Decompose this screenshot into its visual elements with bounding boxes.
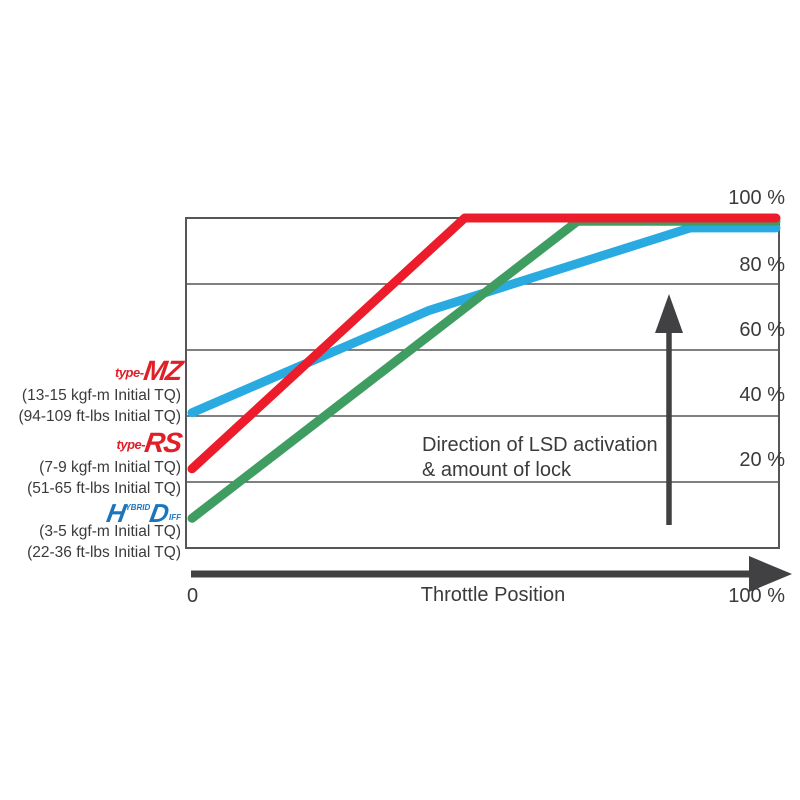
hybrid-diff-logo: HYBRIDDIFF <box>0 494 181 528</box>
type-mz-initial-tq-ftlbs: (94-109 ft-lbs Initial TQ) <box>18 408 181 425</box>
hybrid-diff-initial-tq-kgf: (3-5 kgf-m Initial TQ) <box>39 523 181 540</box>
x-axis-title: Throttle Position <box>420 584 566 606</box>
x-axis-max-label: 100 % <box>728 585 785 607</box>
x-axis-arrow-head <box>749 556 792 592</box>
hybrid-diff-initial-tq-ftlbs: (22-36 ft-lbs Initial TQ) <box>27 544 181 561</box>
type-mz-logo-name: MZ <box>141 355 184 386</box>
direction-annotation-line2: & amount of lock <box>422 459 571 481</box>
up-arrow-head <box>655 294 683 333</box>
type-mz-initial-tq-kgf: (13-15 kgf-m Initial TQ) <box>21 387 181 404</box>
hybrid-diff-logo-iff: IFF <box>169 513 181 522</box>
legend-type-mz: type-MZ (13-15 kgf-m Initial TQ) (94-109… <box>0 355 184 427</box>
type-rs-logo-name: RS <box>142 427 184 458</box>
legend-type-rs: type-RS (7-9 kgf-m Initial TQ) (51-65 ft… <box>0 427 184 499</box>
series-line-type-rs <box>187 213 781 474</box>
type-rs-logo-prefix: type- <box>116 437 146 452</box>
y-tick-label-40: 40 % <box>739 384 785 406</box>
y-tick-label-100: 100 % <box>728 187 785 209</box>
x-axis-zero-label: 0 <box>187 585 199 607</box>
hybrid-diff-logo-h: H <box>103 498 128 528</box>
direction-annotation-line1: Direction of LSD activation <box>422 434 658 456</box>
type-rs-initial-tq-ftlbs: (51-65 ft-lbs Initial TQ) <box>27 480 181 497</box>
hybrid-diff-logo-ybrid: YBRID <box>125 503 151 512</box>
direction-annotation: Direction of LSD activation & amount of … <box>422 433 658 483</box>
plot-border <box>185 217 780 549</box>
type-rs-initial-tq-kgf: (7-9 kgf-m Initial TQ) <box>39 459 181 476</box>
y-tick-label-80: 80 % <box>739 254 785 276</box>
y-tick-label-20: 20 % <box>739 449 785 471</box>
type-mz-logo: type-MZ <box>0 355 184 386</box>
y-tick-label-60: 60 % <box>739 319 785 341</box>
type-mz-logo-prefix: type- <box>115 365 144 380</box>
legend-hybrid-diff: HYBRIDDIFF (3-5 kgf-m Initial TQ) (22-36… <box>0 494 181 563</box>
type-rs-logo: type-RS <box>0 427 184 458</box>
